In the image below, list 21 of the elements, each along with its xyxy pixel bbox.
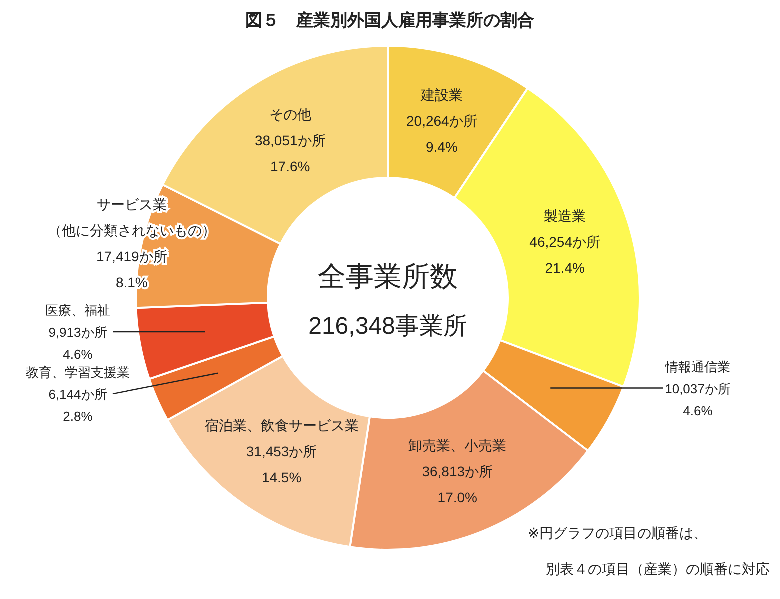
slice-label: 卸売業、小売業: [408, 437, 507, 454]
data-label: 10,037か所 4.6%: [665, 381, 731, 418]
text: ※円グラフの項目の順番は、: [528, 525, 708, 541]
data-label: 38,051か所 17.6%: [254, 132, 326, 175]
text: 全事業所数: [318, 261, 458, 292]
data-label: 9,913か所 4.6%: [48, 325, 108, 362]
data-label: 20,264か所 9.4%: [406, 112, 478, 155]
slice-label: 教育、学習支援業: [26, 365, 130, 380]
data-label: 31,453か所 14.5%: [246, 444, 318, 486]
data-label: 36,813か所 17.0%: [422, 463, 494, 506]
slice-label: 医療、福祉: [46, 303, 110, 318]
text: 216,348事業所: [308, 313, 468, 340]
slice-label: 製造業: [544, 208, 586, 224]
chart-title: 図５ 産業別外国人雇用事業所の割合: [246, 11, 534, 30]
slice-label: その他: [269, 106, 312, 123]
data-label: 6,144か所 2.8%: [48, 387, 108, 424]
slice-label: 建設業: [420, 86, 463, 103]
slice-label: 情報通信業: [664, 359, 730, 374]
data-label: 46,254か所 21.4%: [530, 234, 601, 276]
text: 別表４の項目（産業）の順番に対応: [546, 561, 770, 577]
slice-label: 宿泊業、飲食サービス業: [204, 418, 359, 434]
